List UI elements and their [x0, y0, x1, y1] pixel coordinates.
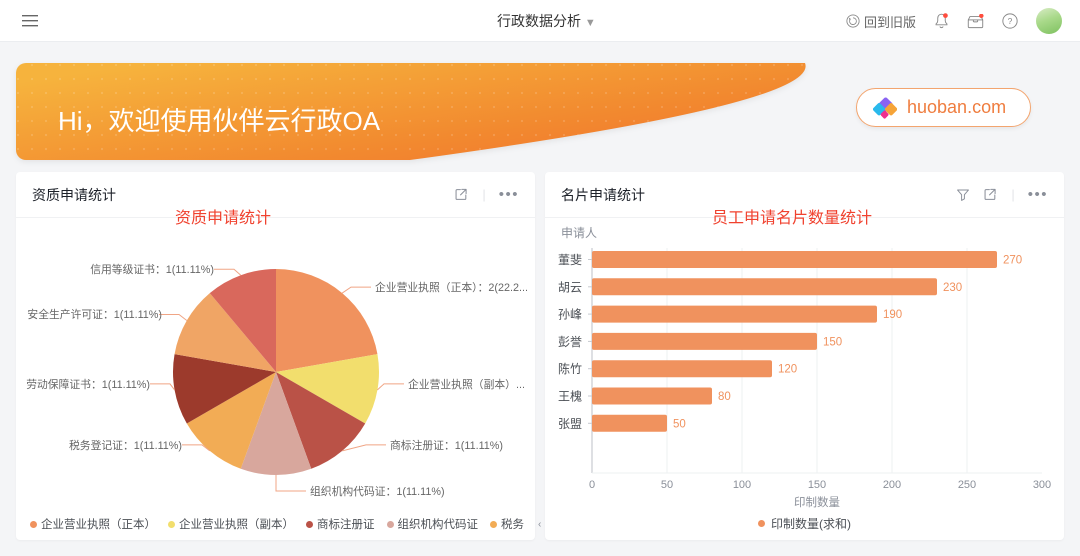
svg-text:张盟: 张盟 — [558, 417, 582, 431]
svg-text:250: 250 — [958, 479, 976, 491]
svg-text:150: 150 — [808, 479, 826, 491]
svg-text:150: 150 — [823, 336, 842, 348]
svg-text:300: 300 — [1033, 479, 1051, 491]
svg-text:商标注册证：1(11.11%): 商标注册证：1(11.11%) — [390, 438, 503, 452]
svg-text:190: 190 — [883, 309, 902, 321]
svg-text:彭誉: 彭誉 — [558, 335, 582, 349]
svg-text:200: 200 — [883, 479, 901, 491]
svg-text:陈竹: 陈竹 — [558, 361, 582, 376]
svg-text:230: 230 — [943, 282, 962, 294]
svg-text:120: 120 — [778, 364, 797, 376]
svg-text:组织机构代码证：1(11.11%): 组织机构代码证：1(11.11%) — [310, 484, 445, 498]
svg-text:50: 50 — [673, 418, 686, 430]
svg-text:董斐: 董斐 — [558, 253, 582, 267]
svg-text:孙峰: 孙峰 — [558, 308, 582, 322]
svg-text:信用等级证书：1(11.11%): 信用等级证书：1(11.11%) — [90, 262, 214, 276]
svg-text:?: ? — [1008, 16, 1013, 26]
svg-text:税务登记证：1(11.11%): 税务登记证：1(11.11%) — [69, 438, 182, 452]
svg-text:劳动保障证书：1(11.11%): 劳动保障证书：1(11.11%) — [26, 377, 150, 391]
svg-text:企业营业执照（副本）...: 企业营业执照（副本）... — [408, 377, 525, 391]
svg-text:0: 0 — [589, 479, 595, 491]
svg-text:270: 270 — [1003, 255, 1022, 267]
svg-text:企业营业执照（正本）：2(22.2...: 企业营业执照（正本）：2(22.2... — [375, 280, 528, 294]
svg-text:胡云: 胡云 — [558, 280, 582, 294]
svg-text:100: 100 — [733, 479, 751, 491]
svg-text:印制数量: 印制数量 — [794, 495, 840, 509]
svg-text:安全生产许可证：1(11.11%): 安全生产许可证：1(11.11%) — [27, 307, 162, 321]
svg-text:50: 50 — [661, 479, 673, 491]
svg-text:80: 80 — [718, 391, 731, 403]
svg-text:王槐: 王槐 — [558, 389, 582, 404]
